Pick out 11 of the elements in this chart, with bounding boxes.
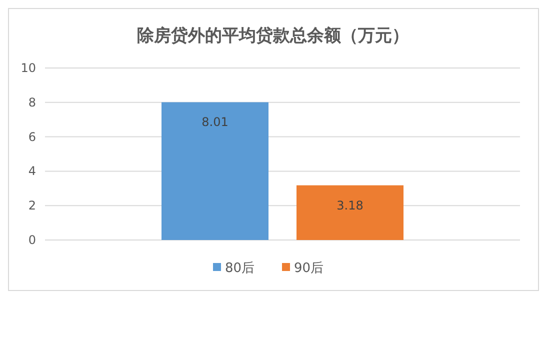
y-tick-label: 4	[28, 164, 36, 178]
data-label: 8.01	[202, 115, 228, 130]
y-tick-label: 8	[28, 95, 36, 110]
y-tick-label: 6	[28, 130, 36, 144]
legend-label: 90后	[294, 261, 324, 276]
chart-title: 除房贷外的平均贷款总余额（万元）	[137, 26, 409, 46]
y-tick-label: 2	[28, 198, 36, 213]
legend-label: 80后	[225, 261, 255, 276]
y-tick-label: 10	[20, 61, 36, 75]
data-label: 3.18	[336, 198, 364, 212]
y-tick-label: 0	[28, 233, 36, 247]
